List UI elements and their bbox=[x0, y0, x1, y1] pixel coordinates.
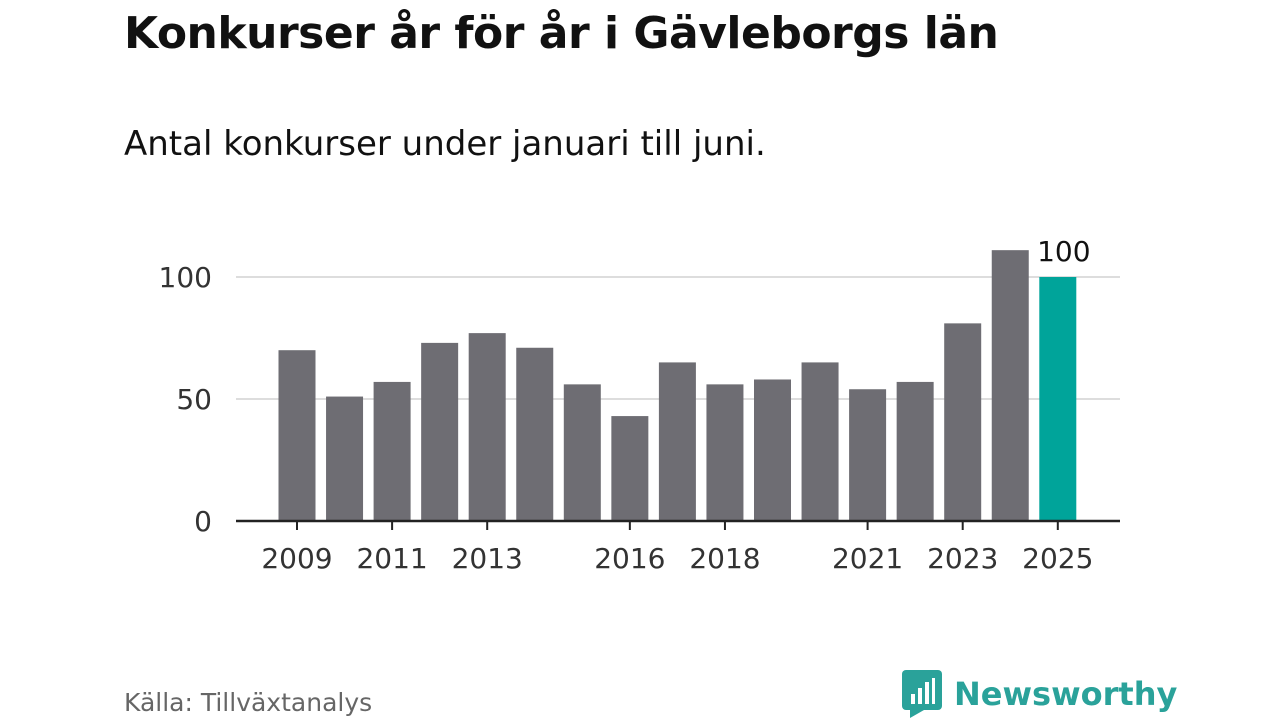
bar-chart: 0 50 100 100 2009 2011 2013 2016 2018 2021 2023 202… bbox=[159, 235, 1120, 575]
bar-chart-bubble-icon bbox=[902, 670, 942, 718]
chart-title: Konkurser år för år i Gävleborgs län bbox=[124, 8, 999, 59]
bar-2019 bbox=[754, 379, 791, 521]
y-tick-label: 0 bbox=[194, 505, 212, 538]
bar-value-label: 100 bbox=[1037, 235, 1090, 268]
y-tick-label: 100 bbox=[159, 261, 212, 294]
bar-2022 bbox=[896, 381, 934, 521]
x-tick-label: 2025 bbox=[1022, 542, 1093, 575]
bar-2020 bbox=[801, 362, 839, 521]
x-tick-label: 2013 bbox=[452, 542, 523, 575]
brand-logo: Newsworthy bbox=[902, 670, 1177, 718]
bar-2010 bbox=[326, 396, 364, 521]
bar-2024 bbox=[991, 250, 1029, 521]
bar-2025 bbox=[1039, 277, 1077, 521]
y-tick-label: 50 bbox=[176, 383, 212, 416]
bar-2016 bbox=[611, 416, 649, 521]
source-note: Källa: Tillväxtanalys bbox=[124, 688, 373, 717]
bar-2018 bbox=[706, 384, 744, 521]
brand-name: Newsworthy bbox=[954, 675, 1178, 713]
labels: 0 50 100 100 2009 2011 2013 2016 2018 2021 2023 202… bbox=[159, 235, 1094, 575]
x-tick-label: 2009 bbox=[261, 542, 332, 575]
axes bbox=[236, 519, 1120, 530]
bar-2017 bbox=[658, 362, 696, 521]
chart-subtitle: Antal konkurser under januari till juni. bbox=[124, 124, 766, 164]
bar-2014 bbox=[516, 347, 554, 521]
x-tick-label: 2021 bbox=[832, 542, 903, 575]
bar-2021 bbox=[849, 389, 887, 521]
bar-2009 bbox=[278, 350, 316, 521]
bars bbox=[278, 250, 1077, 521]
bar-2015 bbox=[563, 384, 601, 521]
x-tick-label: 2016 bbox=[594, 542, 665, 575]
bar-2023 bbox=[944, 323, 982, 521]
bar-2013 bbox=[468, 333, 506, 521]
x-tick-label: 2011 bbox=[356, 542, 427, 575]
x-tick-label: 2018 bbox=[689, 542, 760, 575]
bar-2012 bbox=[421, 342, 459, 521]
x-tick-label: 2023 bbox=[927, 542, 998, 575]
bar-2011 bbox=[373, 381, 411, 521]
